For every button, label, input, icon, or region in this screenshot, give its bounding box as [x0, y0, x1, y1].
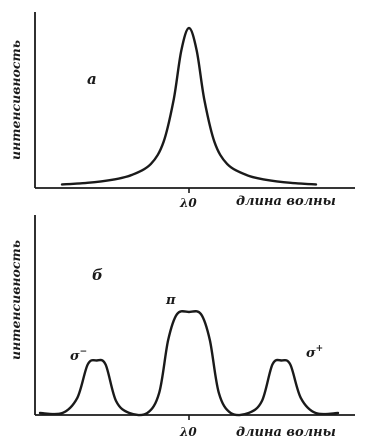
panel-a-tick-label: λ0 [179, 196, 197, 210]
panel-b-ylabel: интенсивность [8, 240, 23, 360]
panel-a-label: а [87, 70, 97, 88]
panel-b-xlabel: длина волны [236, 425, 336, 440]
panel-a-ylabel: интенсивность [8, 40, 23, 160]
peak-label-sigma-plus: σ+ [306, 344, 323, 361]
panel-b-label: б [92, 266, 103, 284]
panel-b-tick-label: λ0 [179, 425, 197, 439]
panel-a-xlabel: длина волны [236, 194, 336, 209]
panel-b: интенсивность б σ− π σ+ λ0 длина волны [8, 215, 355, 440]
panel-a-series-line [60, 26, 318, 186]
peak-label-pi: π [165, 293, 176, 308]
panel-a: интенсивность а λ0 длина волны [8, 12, 355, 210]
peak-label-sigma-minus: σ− [70, 347, 87, 364]
panel-b-series-line [38, 310, 340, 417]
